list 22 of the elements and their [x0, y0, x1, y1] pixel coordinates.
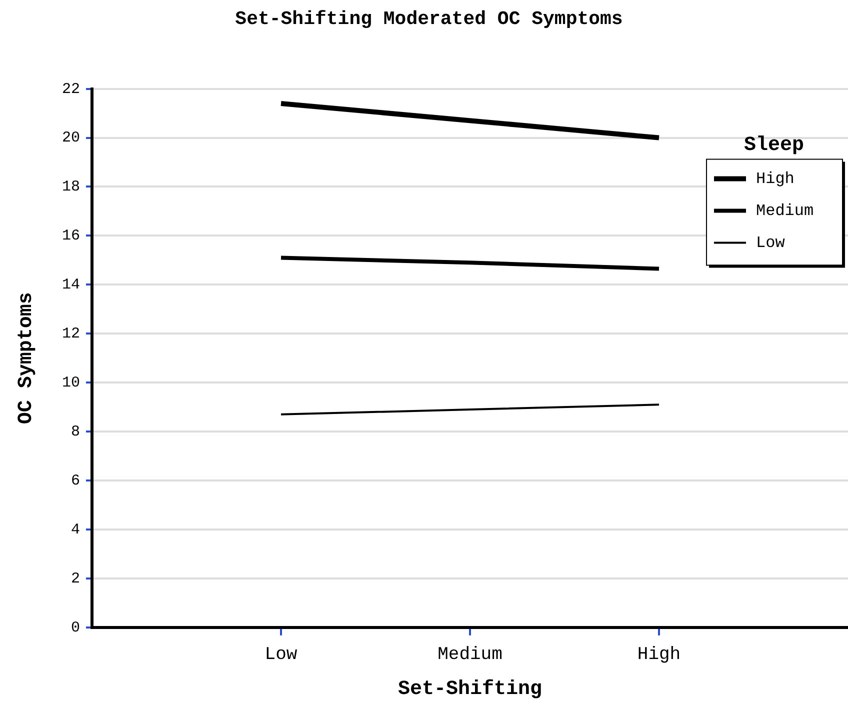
legend-label: High [756, 170, 794, 188]
chart-title: Set-Shifting Moderated OC Symptoms [235, 8, 623, 30]
y-tick-label: 4 [70, 521, 80, 538]
y-tick-label: 0 [70, 619, 80, 636]
y-tick-label: 6 [70, 472, 80, 490]
legend-label: Low [756, 234, 786, 252]
y-axis-title: OC Symptoms [15, 292, 38, 424]
y-tick-label: 18 [62, 178, 80, 196]
x-tick-label: Medium [438, 644, 502, 665]
y-tick-label: 2 [70, 570, 80, 588]
legend-title: Sleep [744, 134, 804, 157]
x-axis-title: Set-Shifting [398, 678, 542, 702]
y-tick-label: 22 [62, 80, 80, 98]
y-tick-label: 8 [70, 424, 80, 441]
y-tick-label: 20 [62, 130, 80, 147]
y-tick-label: 10 [62, 374, 80, 392]
legend-label: Medium [756, 202, 814, 220]
x-tick-label: Low [264, 644, 298, 665]
x-tick-label: High [637, 644, 681, 665]
y-tick-label: 14 [62, 276, 80, 294]
y-tick-label: 16 [62, 228, 80, 245]
y-tick-label: 12 [62, 326, 80, 343]
